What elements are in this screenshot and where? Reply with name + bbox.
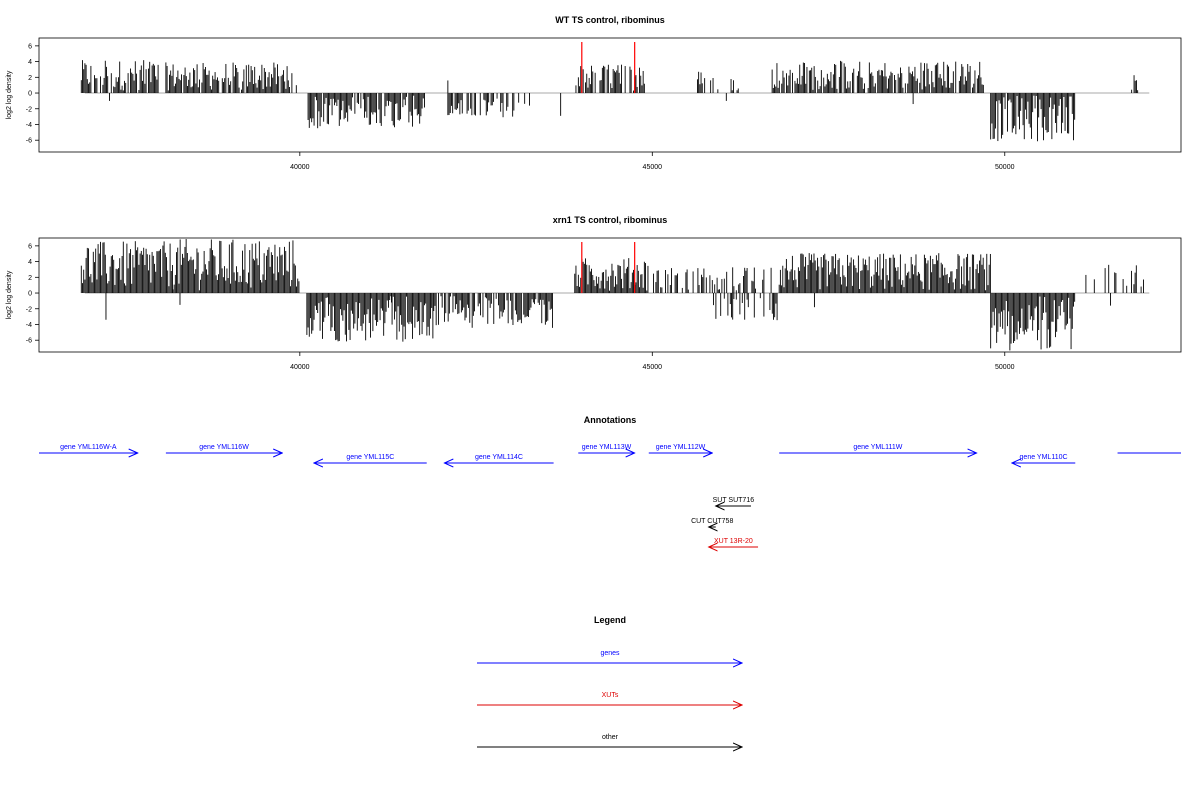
x-tick-label: 50000: [995, 164, 1015, 171]
y-tick-label: 0: [28, 291, 32, 298]
y-axis-label: log2 log density: [6, 270, 13, 319]
gene-label: gene YML112W: [656, 444, 706, 451]
plot-frame: [38, 37, 1182, 153]
legend-other-label: other: [602, 734, 619, 741]
annotations-title: Annotations: [584, 415, 637, 425]
gene-label: gene YML116W-A: [60, 444, 117, 451]
legend: Legend genes XUTs other: [477, 615, 742, 747]
x-tick-label: 45000: [643, 164, 663, 171]
legend-title: Legend: [594, 615, 626, 625]
annotation-tracks: gene YML116W-A gene YML116W gene YML115C ge…: [39, 444, 1181, 547]
y-tick-label: 6: [28, 243, 32, 250]
peak-markers: [581, 242, 636, 294]
y-tick-label: 2: [28, 275, 32, 282]
gene-label: gene YML111W: [853, 444, 902, 451]
bar-series: [80, 60, 1150, 142]
y-tick-label: 6: [28, 43, 32, 50]
gene-label: gene YML115C: [346, 454, 394, 461]
y-tick-label: 4: [28, 59, 32, 66]
legend-items: genes XUTs other: [477, 650, 742, 747]
x-axis: 40000 45000 50000: [290, 152, 1015, 171]
x-axis: 40000 45000 50000: [290, 352, 1015, 371]
gene-label: gene YML113W: [582, 444, 632, 451]
x-tick-label: 50000: [995, 364, 1015, 371]
y-tick-label: -6: [26, 338, 32, 345]
y-tick-label: 2: [28, 75, 32, 82]
y-tick-label: 4: [28, 259, 32, 266]
bar-series: [80, 239, 1150, 351]
xut-label: XUT 13R-20: [714, 538, 753, 545]
y-tick-label: 0: [28, 91, 32, 98]
gene-label: gene YML114C: [475, 454, 523, 461]
panel-title: WT TS control, ribominus: [555, 15, 665, 25]
legend-gene-label: genes: [600, 650, 620, 657]
legend-xut-label: XUTs: [602, 692, 619, 699]
y-tick-label: -2: [26, 106, 32, 113]
y-axis: -6 -4 -2 0 2 4 6: [26, 43, 39, 145]
panel-xrn1: xrn1 TS control, ribominus log2 log dens…: [6, 215, 1182, 371]
other-label: CUT CUT758: [691, 518, 733, 525]
other-label: SUT SUT716: [713, 497, 755, 504]
y-tick-label: -4: [26, 322, 32, 329]
y-axis-label: log2 log density: [6, 70, 13, 119]
panel-title: xrn1 TS control, ribominus: [553, 215, 668, 225]
x-tick-label: 40000: [290, 364, 310, 371]
y-tick-label: -2: [26, 306, 32, 313]
gene-label: gene YML110C: [1020, 454, 1068, 461]
y-axis: -6 -4 -2 0 2 4 6: [26, 243, 39, 345]
x-tick-label: 45000: [643, 364, 663, 371]
panel-wt: WT TS control, ribominus log2 log densit…: [6, 15, 1182, 171]
plot-frame: [38, 237, 1182, 353]
peak-markers: [581, 42, 636, 94]
annotations-panel: Annotations gene YML116W-A gene YML116Wge…: [39, 415, 1181, 547]
gene-label: gene YML116W: [199, 444, 249, 451]
x-tick-label: 40000: [290, 164, 310, 171]
y-tick-label: -6: [26, 138, 32, 145]
y-tick-label: -4: [26, 122, 32, 129]
